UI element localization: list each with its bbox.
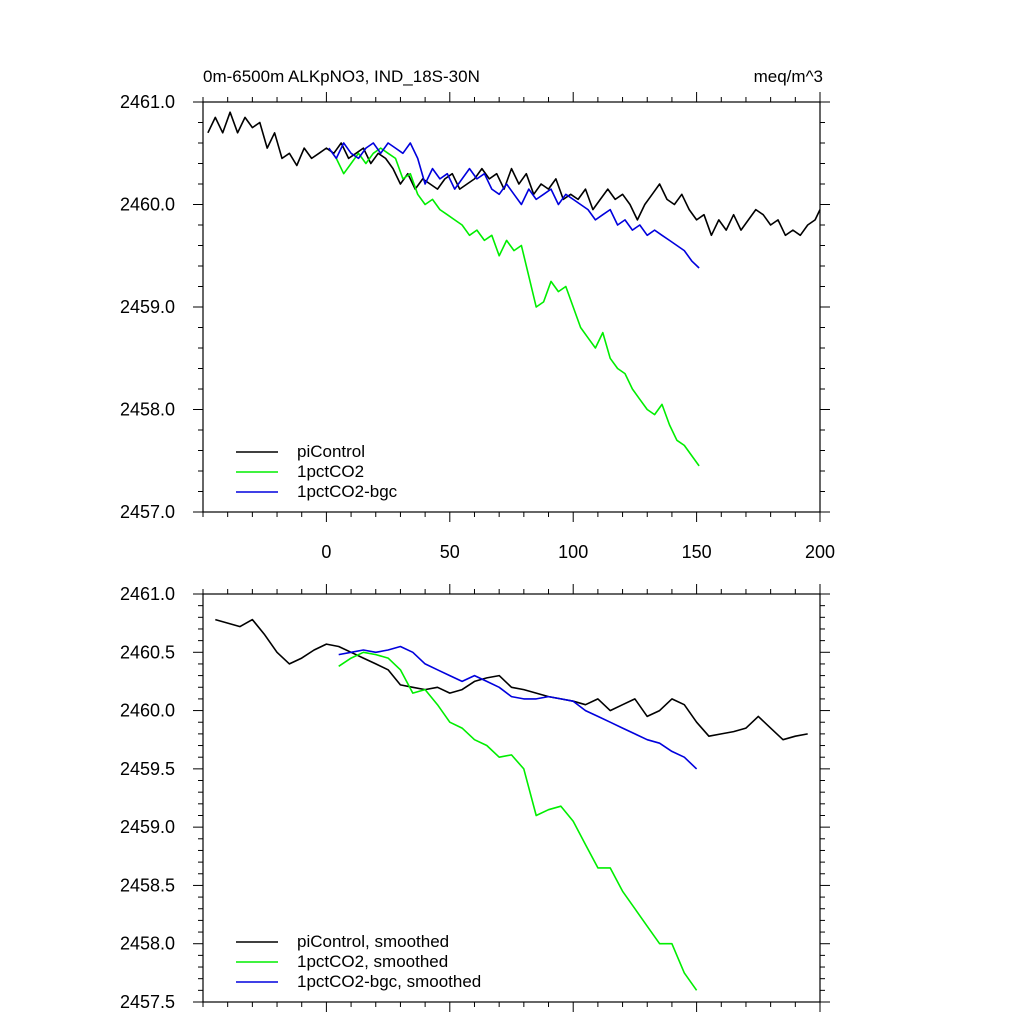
y-tick-label: 2458.0 <box>120 400 175 420</box>
x-tick-label: 0 <box>321 542 331 562</box>
y-tick-label: 2458.5 <box>120 875 175 895</box>
series-line-picontrol <box>207 111 821 237</box>
series-line-1pctco2-smoothed <box>338 651 698 991</box>
legend-label: 1pctCO2-bgc, smoothed <box>297 972 481 991</box>
y-tick-label: 2459.5 <box>120 759 175 779</box>
y-tick-label: 2461.0 <box>120 92 175 112</box>
legend-label: 1pctCO2, smoothed <box>297 952 448 971</box>
series-line-1pctco2-bgc-smoothed <box>338 645 698 770</box>
y-tick-label: 2460.0 <box>120 701 175 721</box>
panel-top: 0 50 100 150 200 2457.0 2458.0 2459.0 2460.0 2461… <box>120 92 835 562</box>
legend-label: 1pctCO2-bgc <box>297 482 398 501</box>
x-tick-label: 150 <box>682 542 712 562</box>
y-tick-label: 2460.0 <box>120 195 175 215</box>
legend-label: piControl, smoothed <box>297 932 449 951</box>
panel-bottom: 2457.5 2458.0 2458.5 2459.0 2459.5 2460.0 2460… <box>120 584 830 1012</box>
x-tick-label: 200 <box>805 542 835 562</box>
x-tick-label: 50 <box>440 542 460 562</box>
y-tick-label: 2457.0 <box>120 502 175 522</box>
y-tick-label: 2459.0 <box>120 297 175 317</box>
legend-label: piControl <box>297 442 365 461</box>
series-line-picontrol-smoothed <box>215 618 808 741</box>
y-tick-label: 2457.5 <box>120 992 175 1012</box>
series-line-1pctco2 <box>335 147 700 467</box>
y-tick-label: 2461.0 <box>120 584 175 604</box>
chart-title: 0m-6500m ALKpNO3, IND_18S-30N <box>203 67 480 86</box>
units-label: meq/m^3 <box>754 67 823 86</box>
legend-label: 1pctCO2 <box>297 462 364 481</box>
x-tick-label: 100 <box>558 542 588 562</box>
y-tick-label: 2459.0 <box>120 817 175 837</box>
plot-frame <box>202 593 821 1003</box>
series-line-1pctco2-bgc <box>328 142 700 269</box>
y-tick-label: 2458.0 <box>120 934 175 954</box>
y-tick-label: 2460.5 <box>120 642 175 662</box>
